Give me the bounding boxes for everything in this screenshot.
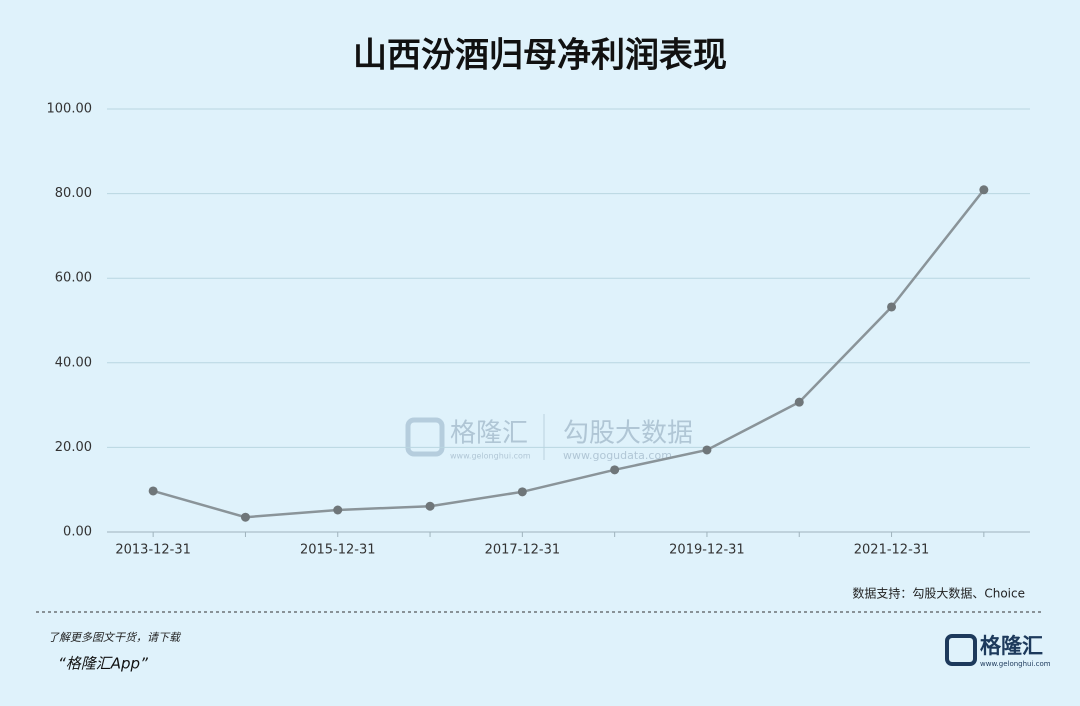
y-tick-label: 80.00: [55, 186, 92, 201]
x-tick-label: 2017-12-31: [485, 543, 561, 558]
logo-url: www.gelonghui.com: [980, 660, 1051, 668]
watermark-partner: 勾股大数据: [563, 419, 693, 449]
marker: [240, 512, 250, 522]
marker: [333, 505, 343, 515]
watermark-brand: 格隆汇: [450, 419, 528, 449]
marker: [610, 465, 620, 475]
chart-title: 山西汾酒归母净利润表现: [353, 36, 727, 76]
footer-text: 了解更多图文干货，请下载: [48, 631, 182, 644]
y-tick-label: 20.00: [55, 440, 92, 455]
watermark-url: www.gelonghui.com: [450, 452, 531, 461]
footer-app: “格隆汇App”: [58, 655, 148, 673]
x-tick-label: 2015-12-31: [300, 543, 376, 558]
marker: [425, 501, 435, 511]
y-tick-label: 40.00: [55, 355, 92, 370]
watermark-icon: [405, 417, 445, 457]
y-tick-label: 60.00: [55, 271, 92, 286]
marker: [517, 487, 527, 497]
watermark: 格隆汇 www.gelonghui.com 勾股大数据 www.gogudata…: [405, 414, 693, 462]
y-tick-label: 0.00: [63, 525, 92, 540]
x-tick-label: 2013-12-31: [115, 543, 191, 558]
logo-icon: [945, 634, 977, 666]
marker: [148, 486, 158, 496]
line: [152, 189, 985, 519]
x-tick-label: 2021-12-31: [854, 543, 930, 558]
y-tick-label: 100.00: [47, 102, 93, 117]
marker: [979, 185, 989, 195]
marker: [702, 445, 712, 455]
marker: [794, 397, 804, 407]
logo-text: 格隆汇: [980, 634, 1043, 658]
marker: [887, 302, 897, 312]
x-tick-label: 2019-12-31: [669, 543, 745, 558]
source: 数据支持：勾股大数据、Choice: [852, 586, 1025, 601]
watermark-partner-url: www.gogudata.com: [563, 449, 672, 462]
